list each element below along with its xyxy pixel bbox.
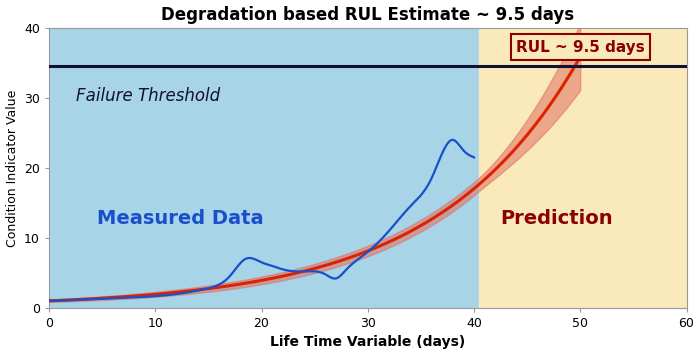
Y-axis label: Condition Indicator Value: Condition Indicator Value bbox=[6, 89, 19, 247]
Title: Degradation based RUL Estimate ~ 9.5 days: Degradation based RUL Estimate ~ 9.5 day… bbox=[161, 6, 574, 23]
X-axis label: Life Time Variable (days): Life Time Variable (days) bbox=[270, 335, 466, 349]
Text: Failure Threshold: Failure Threshold bbox=[76, 87, 220, 105]
Bar bbox=[49, 28, 480, 308]
Bar bbox=[480, 28, 687, 308]
Text: RUL ~ 9.5 days: RUL ~ 9.5 days bbox=[516, 40, 645, 55]
Text: Measured Data: Measured Data bbox=[97, 209, 263, 228]
Text: Prediction: Prediction bbox=[500, 209, 613, 228]
